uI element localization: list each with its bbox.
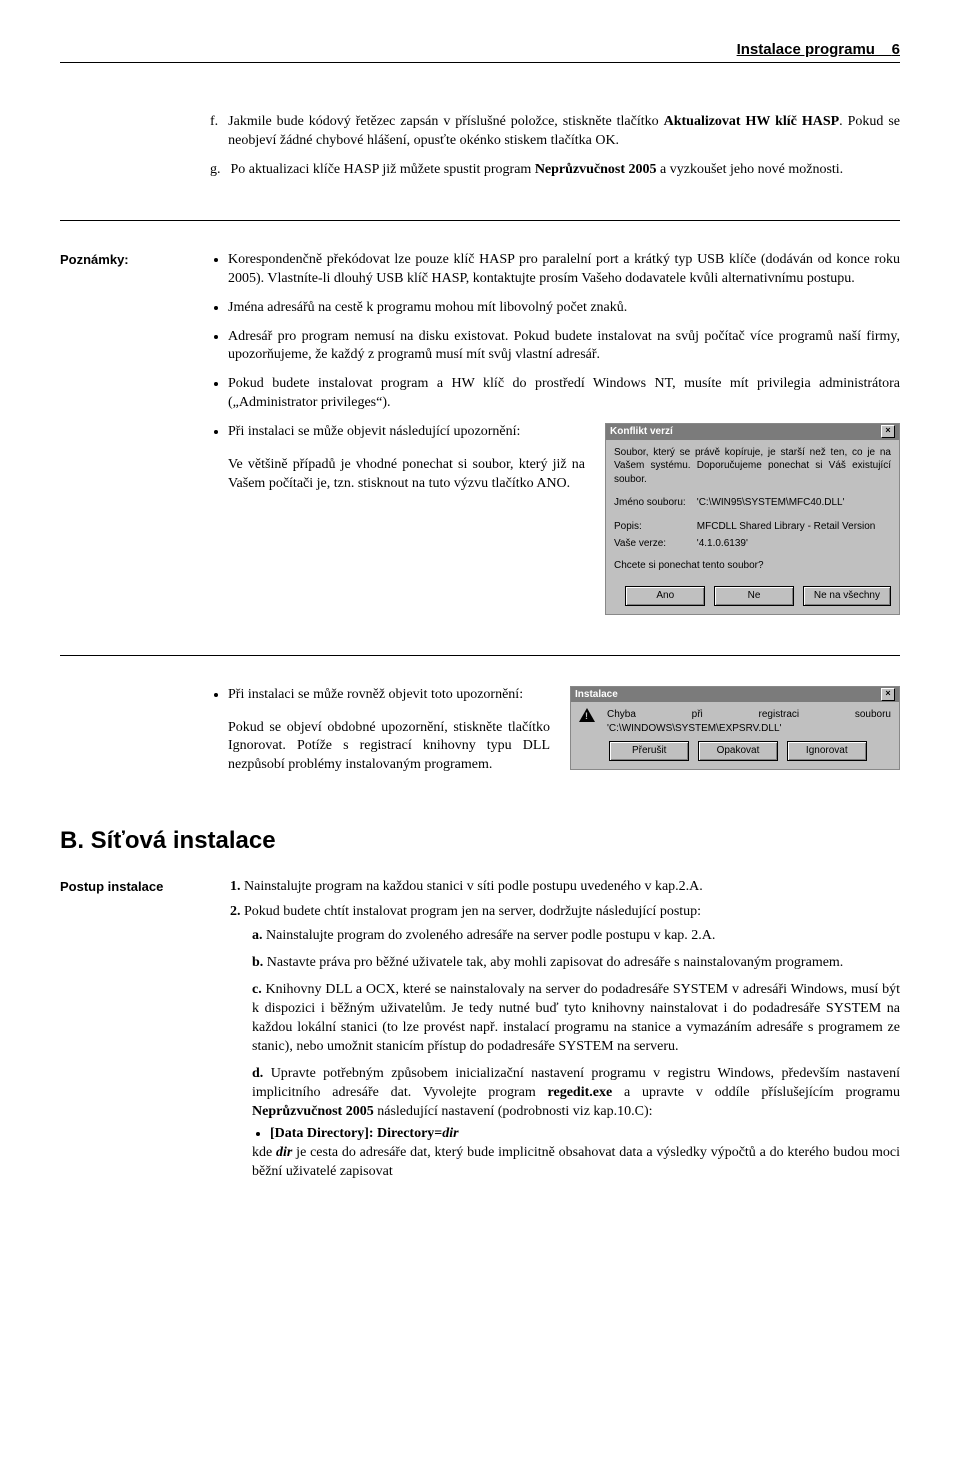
header-page: 6 [892,41,900,58]
dialog-install: Instalace × Chyba při registraci souboru… [570,686,900,770]
section-b-side: Postup instalace [60,878,180,1190]
dlg1-desc-label: Popis: [614,520,694,534]
note-6: Při instalaci se může rovněž objevit tot… [228,686,900,776]
dialog1-title: Konflikt verzí [610,425,673,439]
procedure-list: 1. Nainstalujte program na každou stanic… [210,878,900,1182]
notes-label: Poznámky: [60,251,180,625]
dialog1-msg: Soubor, který se právě kopíruje, je star… [614,446,891,487]
section-b-block: Postup instalace 1. Nainstalujte program… [60,878,900,1190]
page-header: Instalace programu 6 [60,40,900,63]
ignore-button[interactable]: Ignorovat [787,741,867,761]
dlg1-desc-value: MFCDLL Shared Library - Retail Version [697,521,876,532]
dlg1-name-label: Jméno souboru: [614,496,694,510]
notes-list: Korespondenčně překódovat lze pouze klíč… [210,251,900,615]
note-6a: Při instalaci se může rovněž objevit tot… [228,686,550,705]
note-2: Jména adresářů na cestě k programu mohou… [228,299,900,318]
note-4: Pokud budete instalovat program a HW klí… [228,375,900,413]
letter-g: g. [210,161,221,180]
note-5: Při instalaci se může objevit následujíc… [228,423,900,615]
header-title: Instalace programu [737,41,875,58]
note-3: Adresář pro program nemusí na disku exis… [228,328,900,366]
abort-button[interactable]: Přerušit [609,741,689,761]
dialog-conflict: Konflikt verzí × Soubor, který se právě … [605,423,900,615]
yes-button[interactable]: Ano [625,586,705,606]
item-f: f. Jakmile bude kódový řetězec zapsán v … [210,113,900,151]
section-b-heading: B. Síťová instalace [60,825,900,857]
sub-b: b. Nastavte práva pro běžné uživatele ta… [252,954,900,973]
note-5a: Při instalaci se může objevit následujíc… [228,423,585,442]
text-g: Po aktualizaci klíče HASP již můžete spu… [231,161,844,180]
close-icon[interactable]: × [881,688,895,701]
note-5b: Ve většině případů je vhodné ponechat si… [228,456,585,494]
text-f: Jakmile bude kódový řetězec zapsán v pří… [228,113,900,151]
no-all-button[interactable]: Ne na všechny [803,586,891,606]
step-2: 2. Pokud budete chtít instalovat program… [230,903,900,1183]
notes-block-2: Při instalaci se může rovněž objevit tot… [60,686,900,786]
dialog2-title: Instalace [575,688,618,702]
dialog2-titlebar: Instalace × [571,687,899,703]
separator-2 [60,655,900,656]
notes-block: Poznámky: Korespondenčně překódovat lze … [60,251,900,625]
intro-block: f. Jakmile bude kódový řetězec zapsán v … [60,113,900,190]
retry-button[interactable]: Opakovat [698,741,778,761]
sub-c: c. Knihovny DLL a OCX, které se nainstal… [252,981,900,1057]
note-1: Korespondenčně překódovat lze pouze klíč… [228,251,900,289]
dlg1-ver-value: '4.1.0.6139' [697,538,748,549]
sub-d: d. Upravte potřebným způsobem inicializa… [252,1065,900,1182]
dialog1-titlebar: Konflikt verzí × [606,424,899,440]
warning-icon [579,708,595,722]
dlg1-question: Chcete si ponechat tento soubor? [614,559,891,573]
data-dir-line: [Data Directory]: Directory=dir [270,1125,900,1144]
dlg1-name-value: 'C:\WIN95\SYSTEM\MFC40.DLL' [697,497,845,508]
substeps: a. Nainstalujte program do zvoleného adr… [230,927,900,1182]
note-6b-part1: Pokud se objeví obdobné upozornění, stis… [228,719,550,776]
no-button[interactable]: Ne [714,586,794,606]
dlg1-ver-label: Vaše verze: [614,537,694,551]
sub-d-tail: kde dir je cesta do adresáře dat, který … [252,1144,900,1182]
separator-1 [60,220,900,221]
close-icon[interactable]: × [881,425,895,438]
dialog2-msg: Chyba při registraci souboru 'C:\WINDOWS… [607,708,891,735]
sub-a: a. Nainstalujte program do zvoleného adr… [252,927,900,946]
letter-f: f. [210,113,218,151]
item-g: g. Po aktualizaci klíče HASP již můžete … [210,161,900,180]
step-1: 1. Nainstalujte program na každou stanic… [230,878,900,897]
